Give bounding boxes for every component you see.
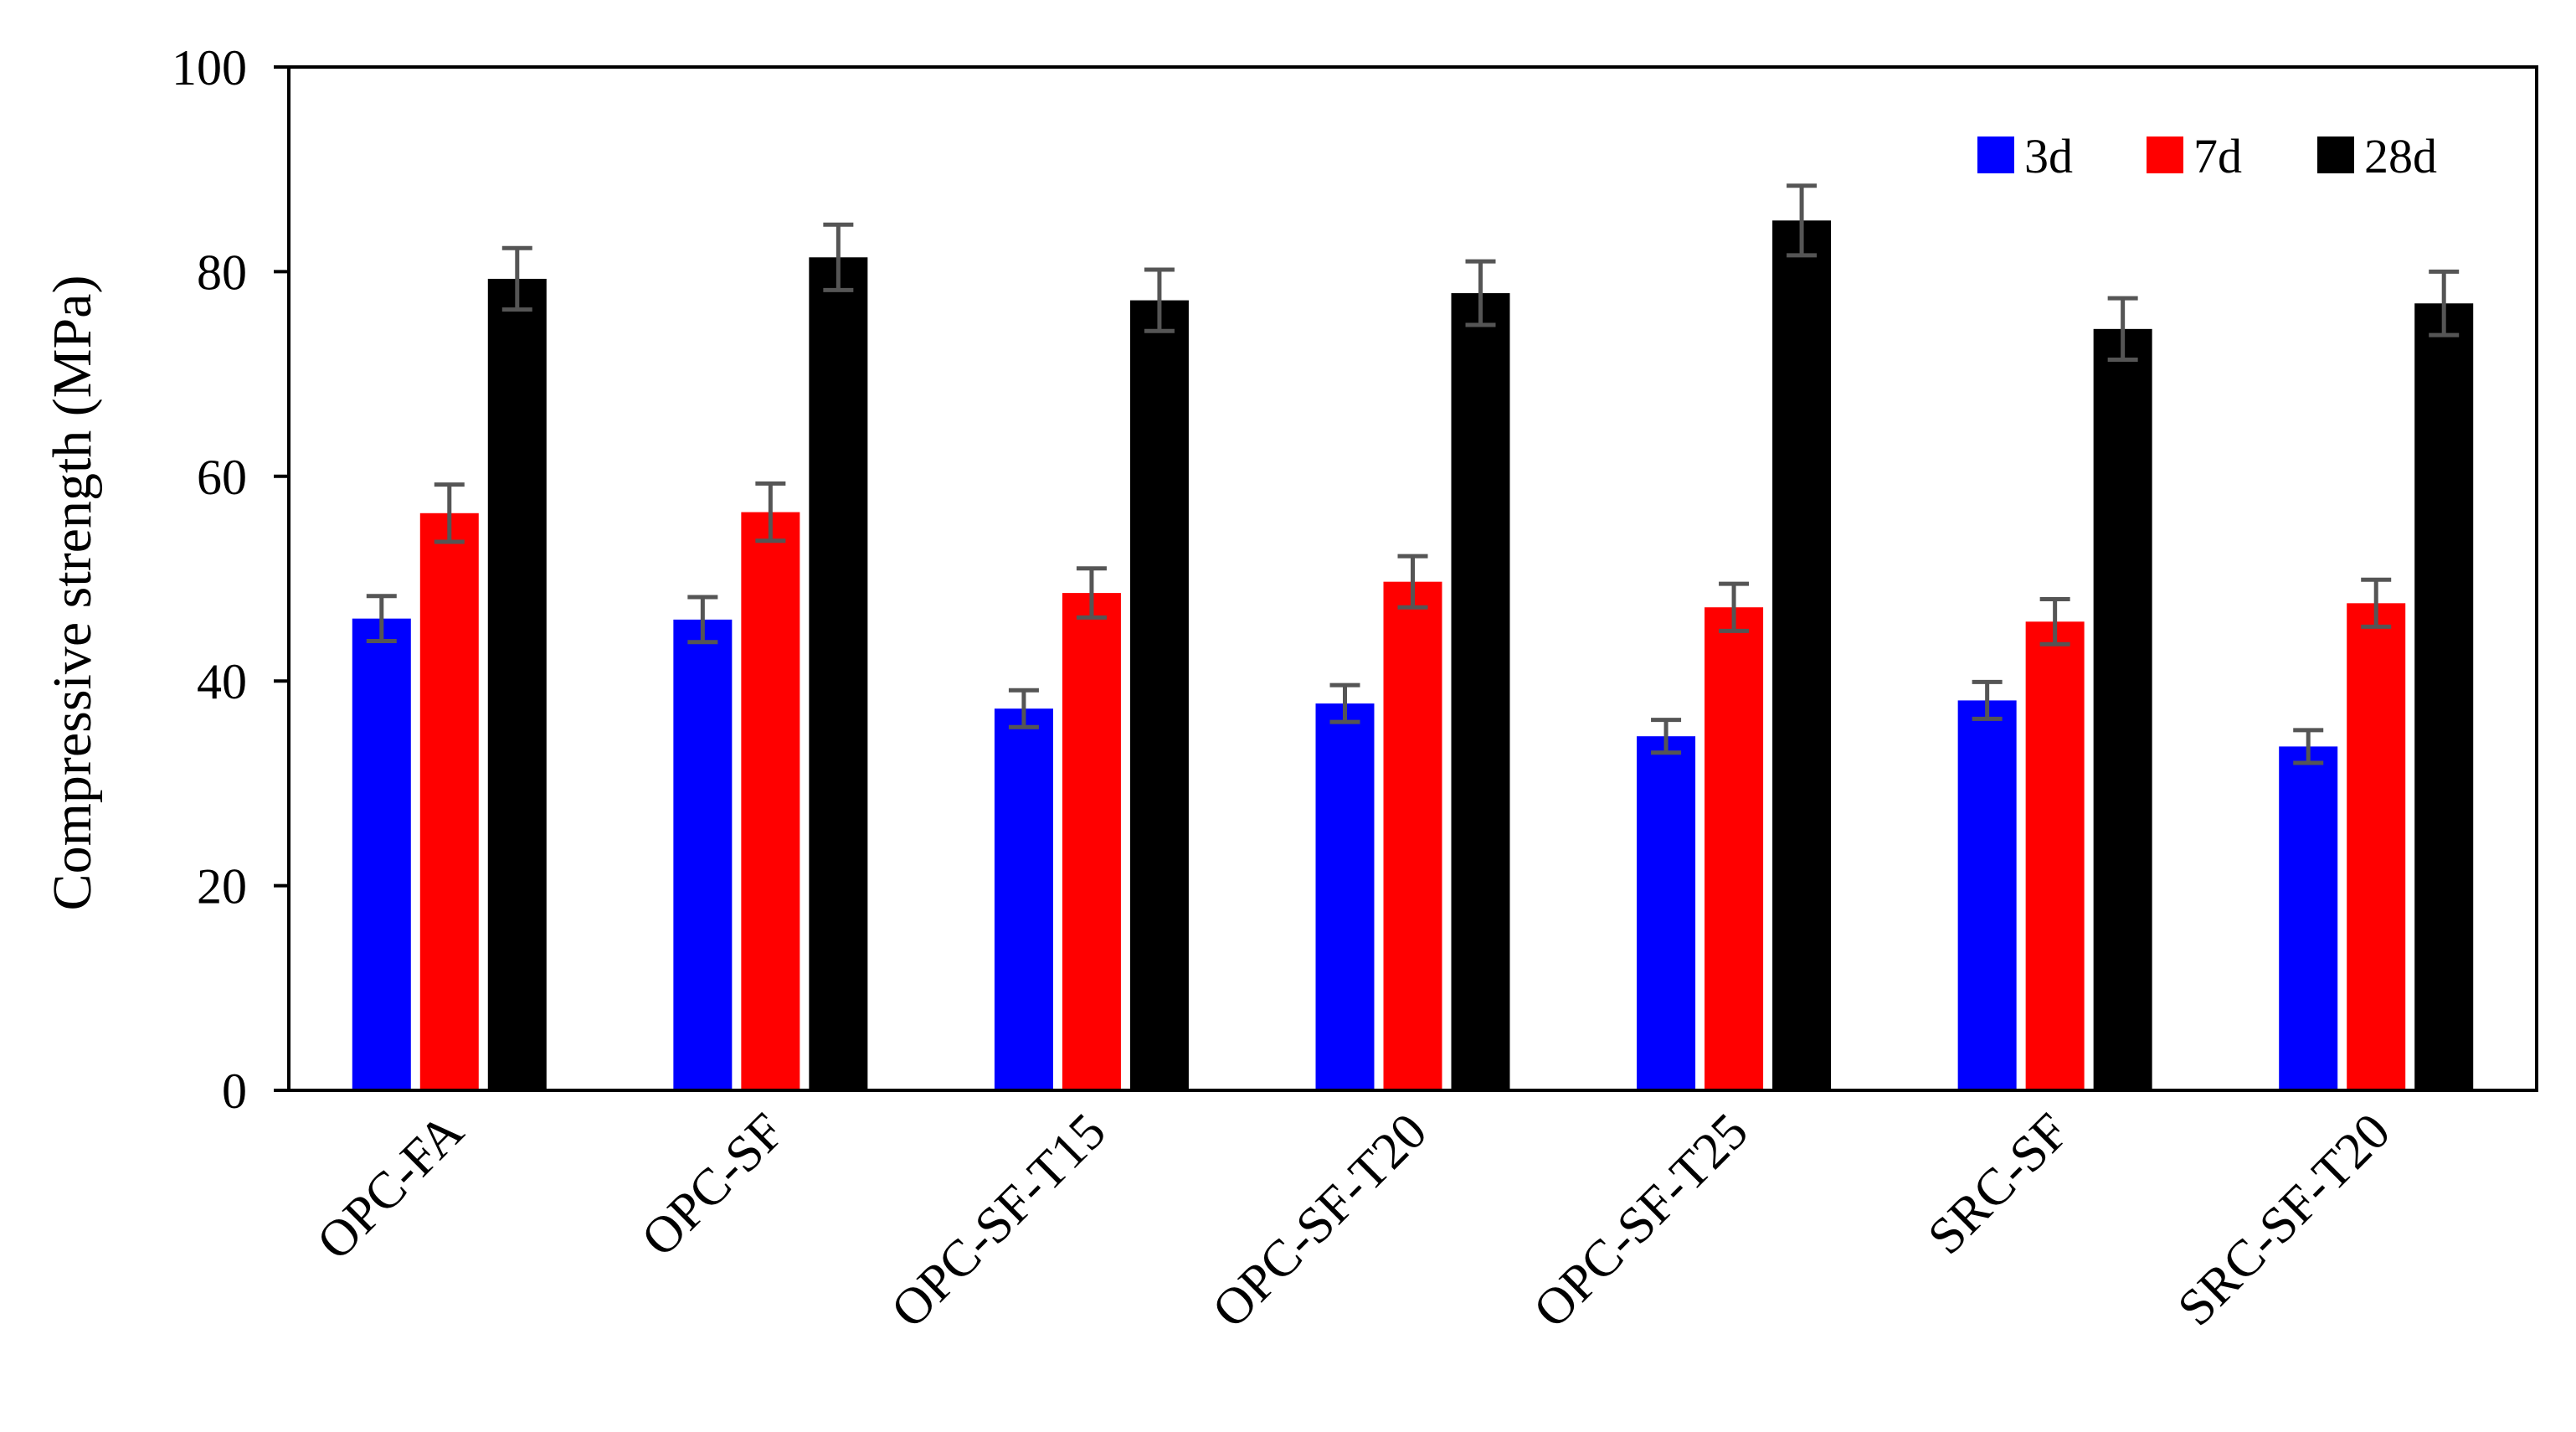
error-bar-7d-OPC-FA [434,482,465,544]
x-tick-label: OPC-SF-T25 [1523,1103,1759,1339]
plot-frame [287,65,2538,1092]
y-tick-label: 80 [197,245,247,300]
error-bar-7d-SRC-SF [2039,596,2070,646]
error-bar-7d-SRC-SF-T20 [2361,577,2392,629]
error-bar-7d-OPC-SF-T15 [1076,566,1107,620]
legend-item-7d: 7d [2147,129,2242,183]
bar-28d-OPC-SF-T20 [1451,293,1510,1090]
x-tick-label: OPC-SF-T15 [881,1103,1117,1339]
bar-3d-OPC-SF-T20 [1315,703,1375,1090]
y-tick-label: 40 [197,654,247,709]
error-bar-7d-OPC-SF-T20 [1397,554,1428,610]
legend-swatch [2317,137,2354,173]
error-bars-layer [366,183,2460,765]
bar-28d-SRC-SF [2093,328,2152,1090]
bar-3d-SRC-SF [1957,700,2017,1090]
x-tick-label: SRC-SF [1917,1103,2080,1265]
bars-layer [352,220,2474,1091]
bar-7d-OPC-SF [741,512,800,1090]
bar-7d-SRC-SF-T20 [2347,603,2406,1090]
error-bar-28d-OPC-SF [823,222,854,292]
bar-28d-OPC-SF [809,257,868,1090]
x-tick-label: OPC-SF-T20 [1201,1103,1437,1339]
error-bar-28d-SRC-SF-T20 [2429,269,2460,337]
y-tick-label: 100 [172,40,247,95]
legend-swatch [2147,137,2183,173]
error-bar-28d-OPC-SF-T25 [1787,183,1818,258]
error-bar-3d-OPC-SF-T15 [1008,688,1039,729]
x-tick-label: OPC-FA [306,1103,475,1271]
legend-label: 28d [2364,129,2437,183]
legend: 3d 7d 28d [1977,129,2437,183]
legend-item-28d: 28d [2317,129,2437,183]
error-bar-3d-OPC-SF [687,595,718,645]
bar-28d-SRC-SF-T20 [2414,303,2474,1091]
error-bar-7d-OPC-SF [755,481,786,543]
bar-3d-OPC-SF-T25 [1637,736,1696,1090]
legend-swatch [1977,137,2014,173]
bar-28d-OPC-SF-T25 [1772,220,1832,1090]
y-tick-label: 60 [197,450,247,505]
error-bar-28d-SRC-SF [2107,296,2138,362]
error-bar-3d-SRC-SF [1972,679,2003,721]
y-tick-label: 20 [197,859,247,914]
error-bar-28d-OPC-SF-T15 [1144,267,1175,333]
y-axis-title: Compressive strength (MPa) [42,276,103,911]
legend-label: 7d [2193,129,2242,183]
bar-7d-OPC-SF-T20 [1383,581,1442,1090]
error-bar-7d-OPC-SF-T25 [1719,581,1750,633]
bar-28d-OPC-SF-T15 [1129,300,1189,1091]
bar-3d-OPC-FA [352,618,411,1090]
bar-7d-OPC-SF-T25 [1704,607,1764,1090]
error-bar-3d-OPC-SF-T25 [1651,718,1682,755]
bar-7d-OPC-SF-T15 [1062,593,1121,1090]
y-tick-label: 0 [222,1064,247,1119]
x-tick-label: SRC-SF-T20 [2167,1103,2402,1337]
bar-3d-OPC-SF-T15 [994,708,1053,1090]
legend-label: 3d [2024,129,2073,183]
error-bar-28d-OPC-SF-T20 [1465,259,1496,327]
error-bar-3d-OPC-SF-T20 [1329,683,1360,724]
x-tick-label: OPC-SF [631,1103,796,1268]
bar-3d-OPC-SF [673,619,733,1090]
error-bar-28d-OPC-FA [501,245,532,312]
bar-7d-OPC-FA [419,513,479,1090]
bar-3d-SRC-SF-T20 [2279,746,2338,1090]
error-bar-3d-SRC-SF-T20 [2293,728,2324,765]
legend-item-3d: 3d [1977,129,2073,183]
error-bar-3d-OPC-FA [366,594,397,644]
bar-28d-OPC-FA [487,278,547,1091]
bar-7d-SRC-SF [2025,621,2085,1090]
